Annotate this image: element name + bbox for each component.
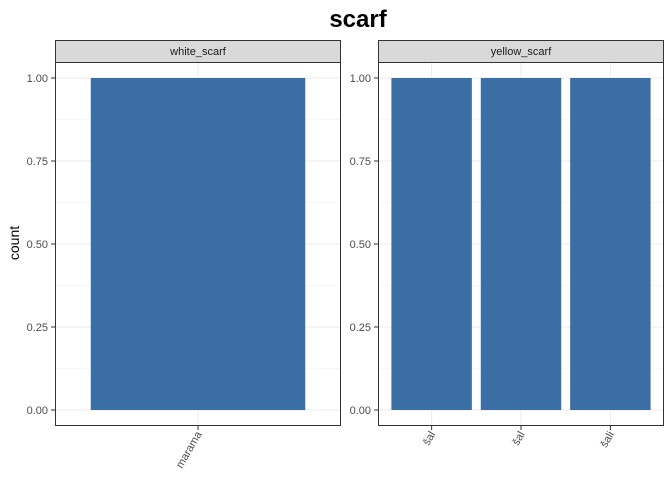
y-tick-label: 0.75 [350, 156, 371, 168]
facet-panel-yellow_scarf: yellow_scarf 0.00 0.25 0.50 0.75 1.00 šal šal ša… [350, 40, 664, 450]
facet-strip-label: white_scarf [169, 46, 227, 58]
y-axis-label: count [6, 226, 22, 260]
y-tick-label: 0.00 [350, 405, 371, 417]
facet-strip [55, 40, 341, 63]
y-tick-label: 0.75 [27, 156, 48, 168]
bar-yellow_scarf-0 [391, 78, 472, 410]
y-tick-label: 0.00 [27, 405, 48, 417]
y-tick-label: 0.50 [27, 239, 48, 251]
y-tick-label: 0.50 [350, 239, 371, 251]
y-tick-label: 1.00 [27, 73, 48, 85]
chart-title: scarf [329, 6, 387, 33]
facet-strip-label: yellow_scarf [491, 46, 552, 58]
bar-yellow_scarf-2 [570, 78, 651, 410]
facet-strip [378, 40, 664, 63]
y-tick-label: 0.25 [27, 322, 48, 334]
bar-yellow_scarf-1 [480, 78, 562, 410]
facet-panel-white_scarf: white_scarf 0.00 0.25 0.50 0.75 1.00 marama [27, 40, 341, 471]
facet-panels: white_scarf 0.00 0.25 0.50 0.75 1.00 marama yel… [27, 40, 664, 471]
x-tick-label: marama [174, 429, 205, 471]
x-tick-label: šal [510, 430, 527, 448]
x-tick-label: šali [598, 430, 617, 450]
y-tick-label: 0.25 [350, 322, 371, 334]
bar-white_scarf-0 [90, 78, 306, 410]
y-tick-label: 1.00 [350, 73, 371, 85]
x-tick-label: šal [421, 430, 438, 448]
